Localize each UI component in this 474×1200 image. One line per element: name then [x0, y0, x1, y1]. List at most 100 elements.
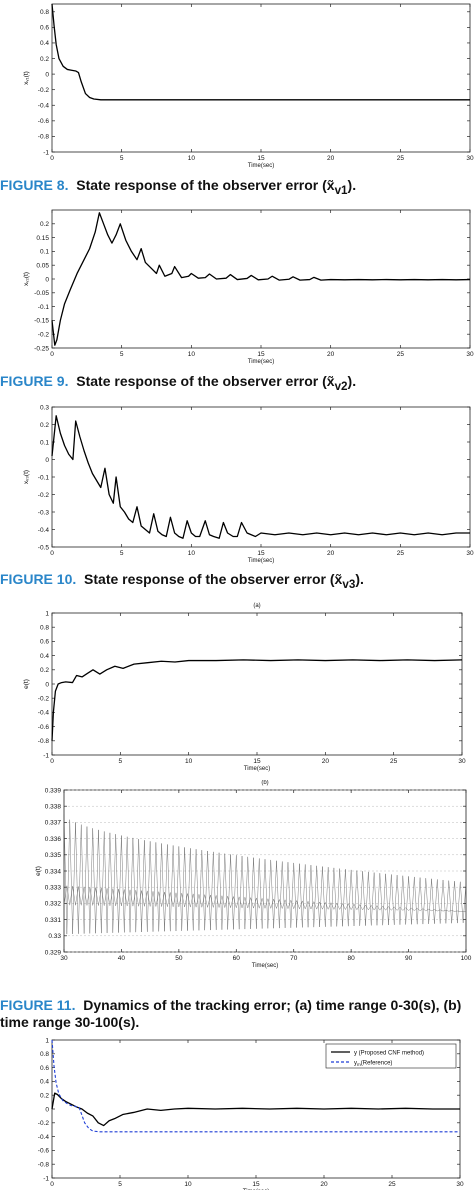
fig11b-chart: 30 40 50 60 70 80 90 100 0.339 0.338 0.337 0.336 0.3…: [35, 780, 472, 969]
y-tick-label: 0.331: [45, 917, 62, 924]
y-tick-label: -0.4: [38, 1134, 50, 1141]
x-tick-label: 60: [233, 955, 241, 962]
x-tick-label: 10: [188, 550, 196, 557]
x-tick-label: 20: [327, 351, 335, 358]
y-tick-label: 0.2: [40, 1093, 49, 1100]
y-tick-label: 0: [45, 276, 49, 283]
y-tick-label: -0.2: [38, 1120, 50, 1127]
plot-frame: [51, 612, 463, 756]
y-tick-label: -0.8: [38, 134, 50, 141]
x-tick-label: 15: [257, 550, 265, 557]
chart-title: (b): [261, 780, 268, 786]
x-tick-label: 0: [50, 550, 54, 557]
y-tick-label: 0.333: [45, 885, 62, 892]
x-tick-label: 100: [461, 955, 472, 962]
fig10-caption: FIGURE 10. State response of the observe…: [0, 571, 474, 593]
x-tick-label: 10: [188, 155, 196, 162]
x-tick-label: 25: [390, 758, 398, 765]
y-tick-label: -0.8: [38, 738, 50, 745]
x-tick-label: 5: [120, 550, 124, 557]
x-axis-label: Time(sec): [248, 558, 274, 564]
y-tick-label: 0.329: [45, 949, 62, 956]
fig8-label: FIGURE 8.: [0, 177, 69, 193]
x-tick-label: 80: [348, 955, 356, 962]
y-tick-label: 0.2: [40, 667, 49, 674]
series-line: [63, 814, 467, 935]
x-tick-label: 90: [405, 955, 413, 962]
fig11a-chart: 0 5 10 15 20 25 30 1 0.8 0.6 0.4 0.2 0 -0.2 -0.4 -0.6 -0…: [23, 603, 466, 772]
y-tick-label: 0.4: [40, 40, 49, 47]
y-tick-label: 0.3: [40, 404, 49, 411]
y-tick-label: 0: [45, 71, 49, 78]
fig10-sub: v3: [342, 577, 356, 591]
legend-box: [325, 1043, 457, 1069]
fig9-sub: v2: [334, 379, 348, 393]
y-tick-label: 0.8: [40, 625, 49, 632]
series-line: [51, 1092, 460, 1127]
fig8-caption: FIGURE 8. State response of the observer…: [0, 177, 474, 199]
fig10-label: FIGURE 10.: [0, 571, 77, 587]
fig10-end: ).: [355, 571, 364, 587]
x-axis-label: Time(sec): [248, 163, 274, 169]
series-line: [51, 659, 463, 741]
x-tick-label: 20: [320, 1181, 328, 1188]
y-tick-label: 0.15: [36, 235, 49, 242]
y-tick-label: 0.338: [45, 804, 62, 811]
x-tick-label: 30: [458, 758, 466, 765]
y-tick-label: 0.334: [45, 868, 62, 875]
y-tick-label: 0.4: [40, 1079, 49, 1086]
y-tick-label: -0.4: [38, 103, 50, 110]
y-axis-label: xᵥ₃(t): [23, 470, 30, 484]
y-tick-label: 0.8: [40, 1051, 49, 1058]
y-tick-label: 0.2: [40, 56, 49, 63]
x-tick-label: 40: [118, 955, 126, 962]
x-tick-label: 10: [185, 758, 193, 765]
x-tick-label: 0: [50, 758, 54, 765]
series-line: [51, 3, 470, 101]
y-axis-label: xᵥ₂(t): [23, 272, 30, 286]
legend-label: ym(Reference): [354, 1060, 392, 1067]
x-tick-label: 20: [327, 155, 335, 162]
x-tick-label: 0: [50, 1181, 54, 1188]
y-tick-label: -1: [43, 149, 49, 156]
y-tick-label: -0.1: [38, 304, 50, 311]
x-tick-label: 15: [253, 758, 261, 765]
x-tick-label: 25: [397, 155, 405, 162]
y-tick-label: -0.15: [34, 318, 49, 325]
fig8-sub: v1: [334, 183, 348, 197]
y-tick-label: 0.1: [40, 249, 49, 256]
y-tick-label: 0.6: [40, 25, 49, 32]
x-tick-label: 50: [175, 955, 183, 962]
x-tick-label: 30: [60, 955, 68, 962]
x-tick-label: 70: [290, 955, 298, 962]
y-tick-label: 1: [45, 610, 49, 617]
y-tick-label: 0.336: [45, 836, 62, 843]
y-tick-label: 0.6: [40, 1065, 49, 1072]
y-tick-label: 0.6: [40, 639, 49, 646]
fig9-chart: 0 5 10 15 20 25 30 0.2 0.15 0.1 0.05 0 -0.05 -0.1 -0.1…: [23, 209, 474, 365]
x-axis-label: Time(sec): [248, 359, 274, 365]
y-tick-label: 0.1: [40, 439, 49, 446]
x-tick-label: 10: [184, 1181, 192, 1188]
x-tick-label: 5: [119, 758, 123, 765]
y-tick-label: 0.339: [45, 787, 62, 794]
fig11-caption: FIGURE 11. Dynamics of the tracking erro…: [0, 997, 474, 1031]
series-line: [51, 415, 470, 539]
y-tick-label: -0.2: [38, 492, 50, 499]
x-tick-label: 15: [252, 1181, 260, 1188]
y-tick-label: -0.6: [38, 118, 50, 125]
y-tick-label: -0.4: [38, 527, 50, 534]
x-tick-label: 30: [466, 155, 474, 162]
y-axis-label: xᵥ₁(t): [23, 71, 30, 85]
fig9-caption: FIGURE 9. State response of the observer…: [0, 373, 474, 395]
y-tick-label: -0.25: [34, 345, 49, 352]
fig8-chart: 0 5 10 15 20 25 30 0.8 0.6 0.4 0.2 0 -0.2 -0.4 -0.6 -0.…: [23, 3, 474, 169]
y-tick-label: -1: [43, 1175, 49, 1182]
y-tick-label: 0.332: [45, 901, 62, 908]
x-tick-label: 0: [50, 351, 54, 358]
fig9-label: FIGURE 9.: [0, 373, 69, 389]
x-tick-label: 25: [388, 1181, 396, 1188]
y-tick-label: -0.3: [38, 509, 50, 516]
x-tick-label: 15: [257, 351, 265, 358]
plot-frame: [51, 406, 471, 548]
